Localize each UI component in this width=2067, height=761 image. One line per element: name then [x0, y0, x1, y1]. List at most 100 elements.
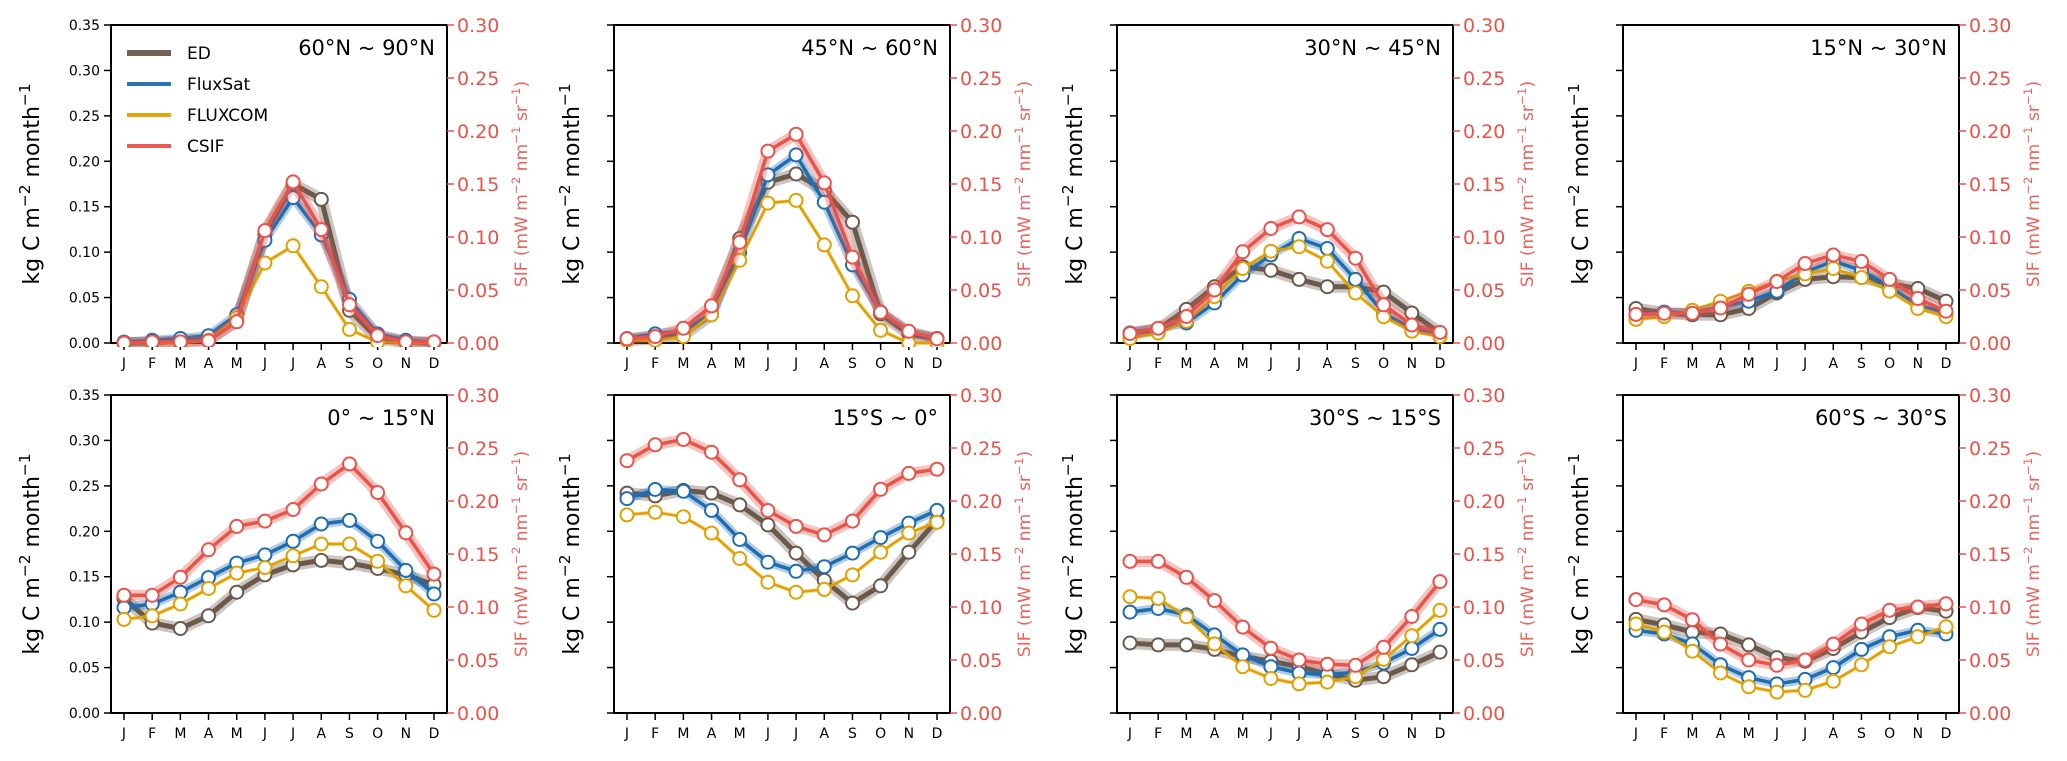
data-point: [313, 516, 329, 532]
month-label: J: [1633, 726, 1638, 742]
data-point: [732, 234, 748, 250]
data-point: [901, 544, 917, 560]
month-label: J: [624, 356, 629, 372]
data-point: [788, 563, 804, 579]
series-csif: [1628, 592, 1954, 673]
right-tick-label: 0.05: [960, 280, 1002, 302]
data-point: [172, 596, 188, 612]
panel-title: 30°N ~ 45°N: [1304, 36, 1441, 60]
data-point: [788, 147, 804, 163]
series-csif: [1122, 553, 1448, 673]
data-point: [1207, 636, 1222, 652]
data-point: [1235, 261, 1251, 276]
month-label: O: [875, 356, 886, 372]
data-point: [1178, 309, 1194, 324]
left-tick-label: 0.30: [69, 63, 100, 79]
month-label: J: [1774, 356, 1779, 372]
data-point: [619, 331, 635, 347]
data-point: [313, 222, 329, 238]
month-label: F: [148, 726, 156, 742]
data-point: [873, 530, 889, 546]
data-point: [788, 166, 804, 182]
month-label: M: [174, 356, 186, 372]
month-label: N: [1913, 356, 1923, 372]
data-point: [845, 567, 860, 583]
data-point: [1376, 297, 1392, 313]
data-point: [1404, 609, 1420, 624]
data-point: [816, 559, 832, 575]
data-point: [845, 249, 860, 265]
right-tick-label: 0.05: [1463, 280, 1505, 302]
data-point: [1628, 306, 1644, 322]
data-point: [845, 545, 860, 561]
data-point: [1684, 612, 1700, 628]
right-axis-label: SIF (mW m−2 nm−1 sr−1): [1012, 451, 1035, 657]
right-tick-label: 0.30: [457, 15, 499, 37]
data-point: [342, 456, 357, 472]
data-point: [116, 587, 132, 603]
month-label: J: [290, 356, 295, 372]
data-point: [1882, 271, 1898, 287]
legend: ED FluxSat FLUXCOM CSIF: [127, 44, 268, 157]
data-point: [788, 126, 804, 142]
data-point: [675, 320, 691, 336]
month-label: S: [345, 726, 354, 742]
left-tick-label: 0.30: [69, 433, 100, 449]
data-point: [1122, 604, 1138, 620]
legend-label: FluxSat: [187, 75, 251, 95]
month-label: A: [819, 726, 829, 742]
right-tick-label: 0.20: [1969, 121, 2011, 143]
month-label: S: [1351, 726, 1360, 742]
data-point: [873, 578, 889, 594]
data-point: [1769, 274, 1785, 289]
data-point: [1263, 221, 1279, 236]
data-point: [313, 536, 329, 552]
legend-label: ED: [187, 44, 211, 64]
data-point: [370, 533, 386, 549]
month-label: F: [1660, 726, 1668, 742]
month-label: F: [148, 356, 156, 372]
panel-title: 0° ~ 15°N: [327, 406, 435, 430]
left-tick-label: 0.15: [69, 200, 100, 216]
data-point: [1319, 222, 1335, 238]
data-point: [704, 502, 719, 518]
data-point: [619, 507, 635, 523]
data-point: [760, 574, 776, 590]
legend-item-ed: ED: [127, 44, 211, 64]
month-label: A: [1716, 726, 1726, 742]
data-point: [1263, 243, 1279, 259]
data-point: [1235, 619, 1251, 635]
data-point: [1938, 596, 1954, 612]
right-axis-label: SIF (mW m−2 nm−1 sr−1): [2021, 451, 2044, 657]
data-point: [1150, 637, 1166, 653]
data-point: [229, 314, 245, 330]
data-point: [285, 548, 301, 564]
data-point: [1656, 597, 1672, 613]
data-point: [398, 578, 414, 594]
data-point: [1741, 286, 1757, 302]
month-label: D: [1941, 356, 1952, 372]
data-point: [1235, 659, 1251, 675]
panel-title: 60°N ~ 90°N: [298, 36, 435, 60]
data-point: [1628, 592, 1644, 608]
month-label: J: [290, 726, 295, 742]
data-point: [144, 587, 160, 603]
data-point: [873, 322, 889, 338]
data-point: [285, 533, 301, 549]
data-point: [704, 298, 719, 314]
legend-label: FLUXCOM: [187, 106, 268, 126]
data-point: [732, 551, 748, 566]
data-point: [1741, 652, 1757, 668]
data-point: [788, 518, 804, 534]
month-label: J: [1268, 356, 1273, 372]
data-point: [1263, 262, 1279, 278]
data-point: [370, 328, 386, 344]
data-point: [313, 191, 329, 207]
data-point: [201, 542, 216, 558]
right-tick-label: 0.10: [457, 227, 499, 249]
data-point: [1291, 209, 1307, 225]
right-tick-label: 0.30: [960, 15, 1002, 37]
right-tick-label: 0.30: [1463, 15, 1505, 37]
month-label: F: [1660, 356, 1668, 372]
series-fluxcom: [116, 536, 442, 627]
